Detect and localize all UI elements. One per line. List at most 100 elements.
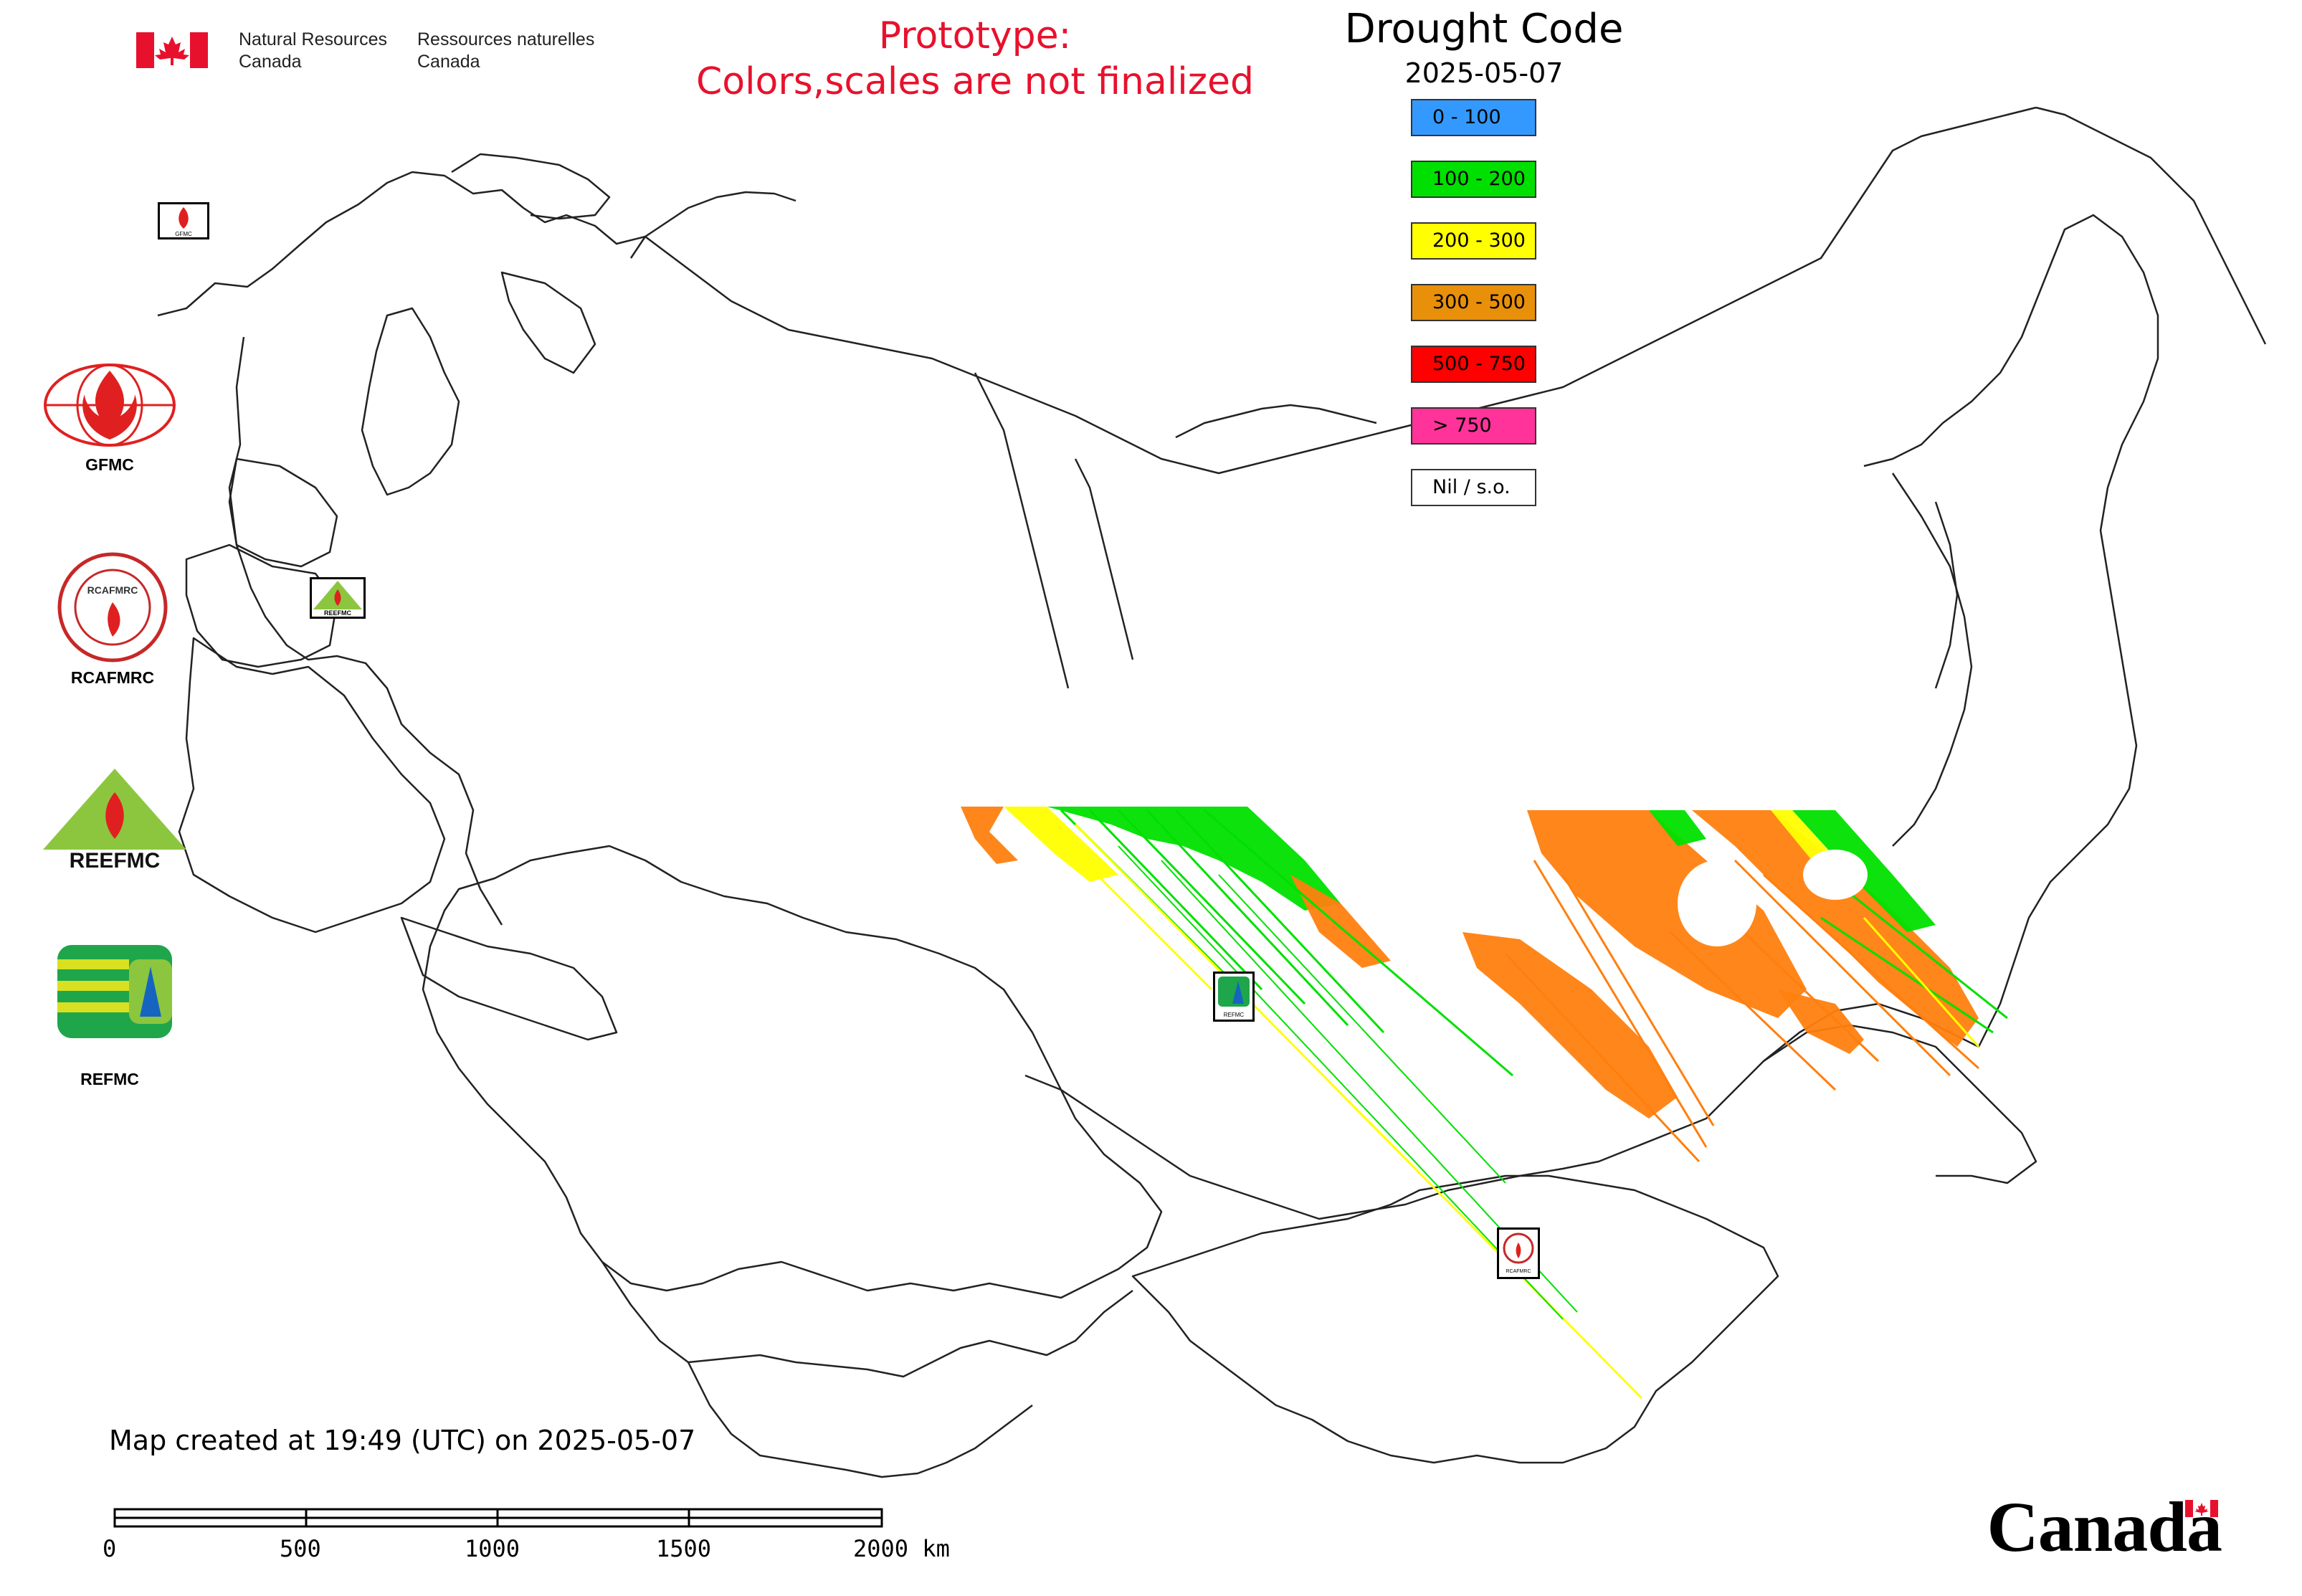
rcafmrc-marker-label: RCAFMRC — [1506, 1269, 1531, 1274]
prototype-notice: Prototype: Colors,scales are not finaliz… — [645, 13, 1305, 105]
rcafmrc-caption: RCAFMRC — [70, 668, 155, 687]
mongolia-outline — [1131, 1174, 1779, 1464]
wordmark-flag-band — [2185, 1500, 2193, 1517]
kamchatka-outline — [1891, 472, 1973, 847]
no-data-gap — [1803, 850, 1868, 900]
belarus-outline — [185, 543, 338, 668]
scale-tick-1500: 1500 — [656, 1535, 712, 1562]
data-streak — [1204, 809, 1513, 1077]
gfmc-logo-icon — [44, 364, 176, 447]
department-name-fr: Ressources naturelles Canada — [417, 29, 594, 73]
russia-far-east-coast — [1863, 214, 2159, 1048]
canada-wordmark-flag-icon — [2185, 1500, 2218, 1517]
kazakhstan-outline — [422, 845, 1163, 1299]
department-fr-line2: Canada — [417, 52, 480, 72]
department-fr-line1: Ressources naturelles — [417, 29, 595, 49]
data-streak — [1835, 880, 2008, 1020]
data-streak — [1118, 845, 1564, 1320]
legend-item-100-200: 100 - 200 — [1411, 161, 1536, 198]
canada-wordmark: Canada — [1987, 1487, 2222, 1567]
canada-flag-icon — [136, 32, 208, 68]
reefmc-marker-label: REEFMC — [324, 609, 352, 617]
flag-band-right — [190, 32, 208, 68]
data-streak — [1533, 860, 1708, 1148]
department-name-en: Natural Resources Canada — [239, 29, 387, 73]
data-streak — [1863, 917, 1980, 1048]
scale-bar — [113, 1508, 883, 1528]
legend-title: Drought Code — [1344, 6, 1624, 52]
rcafmrc-marker-flame-icon — [1516, 1243, 1521, 1258]
data-streak — [1146, 809, 1349, 1027]
prototype-line2: Colors,scales are not finalized — [695, 60, 1255, 103]
central-asia-outline — [601, 1261, 1133, 1378]
baltic-coast — [228, 336, 503, 926]
data-streak — [1462, 932, 1678, 1118]
ob-gulf — [1074, 458, 1134, 660]
map-created-timestamp: Map created at 19:49 (UTC) on 2025-05-07 — [109, 1425, 696, 1456]
reefmc-marker-flame-icon — [334, 589, 341, 606]
refmc-map-marker[interactable]: REFMC — [1213, 972, 1255, 1022]
data-streak — [1174, 809, 1385, 1034]
department-en-line1: Natural Resources — [239, 29, 388, 49]
refmc-marker-icon: REFMC — [1218, 977, 1250, 1018]
flag-band-left — [136, 32, 154, 68]
streak-lines-east — [1504, 859, 2008, 1163]
data-streak — [1733, 859, 1951, 1077]
baltic-states — [228, 457, 338, 568]
refmc-stripe — [57, 981, 129, 991]
scale-tick-0: 0 — [103, 1535, 117, 1562]
scale-tick-1000: 1000 — [465, 1535, 520, 1562]
no-data-gap — [1678, 860, 1756, 946]
data-streak — [1820, 916, 1994, 1034]
white-sea-outline — [500, 271, 596, 374]
data-streak — [1778, 989, 1864, 1054]
finland-outline — [361, 307, 460, 496]
drought-data-layer — [961, 807, 2008, 1400]
kola-outline — [451, 153, 611, 220]
rcafmrc-inner-ring — [74, 569, 151, 646]
data-streak — [1504, 952, 1701, 1163]
refmc-marker-label: REFMC — [1224, 1012, 1245, 1018]
data-streak — [1527, 810, 1807, 1018]
data-streak — [1038, 816, 1213, 991]
rcafmrc-map-marker[interactable]: RCAFMRC — [1497, 1227, 1540, 1279]
data-streak — [1117, 809, 1306, 1005]
refmc-stripe — [57, 959, 129, 969]
uzbek-turkmen-outline — [687, 1362, 1033, 1478]
gfmc-marker-label: GFMC — [175, 231, 192, 237]
reefmc-map-marker[interactable]: REEFMC — [310, 577, 366, 619]
legend-item-200-300: 200 - 300 — [1411, 222, 1536, 260]
manchuria-outline — [1763, 1024, 2037, 1184]
data-streak — [1218, 874, 1506, 1184]
taimyr-outline — [1175, 404, 1377, 439]
novaya-zemlya — [629, 191, 796, 259]
scandinavia-outline — [157, 171, 675, 317]
department-en-line2: Canada — [239, 52, 302, 72]
legend-item-0-100: 0 - 100 — [1411, 99, 1536, 136]
reefmc-wordmark: REEFMC — [70, 849, 161, 871]
wordmark-maple-leaf-icon — [2194, 1503, 2209, 1516]
refmc-caption: REFMC — [80, 1070, 139, 1088]
ukraine-outline — [178, 637, 446, 934]
rcafmrc-ring-wordmark: RCAFMRC — [87, 584, 138, 596]
rcafmrc-flame-icon — [108, 602, 120, 637]
gfmc-map-marker[interactable]: GFMC — [158, 202, 209, 239]
refmc-stripe — [57, 1002, 129, 1012]
data-streak — [1088, 809, 1263, 991]
scale-tick-500: 500 — [280, 1535, 321, 1562]
rcafmrc-logo-icon: RCAFMRC — [57, 552, 168, 662]
maple-leaf-icon — [155, 37, 189, 65]
sakhalin-outline — [1934, 501, 1959, 689]
reefmc-flame-icon — [105, 792, 124, 839]
gfmc-flame-icon — [82, 371, 137, 440]
legend-date: 2025-05-07 — [1404, 57, 1564, 89]
data-streak — [1290, 875, 1391, 968]
country-outlines — [157, 106, 2267, 1478]
data-streak — [1561, 874, 1715, 1126]
gfmc-marker-icon: GFMC — [175, 207, 192, 237]
data-streak — [1649, 810, 1706, 846]
streak-lines-west — [1038, 809, 1643, 1400]
gfmc-marker-flame-icon — [179, 207, 189, 229]
refmc-tree-icon — [140, 966, 161, 1017]
